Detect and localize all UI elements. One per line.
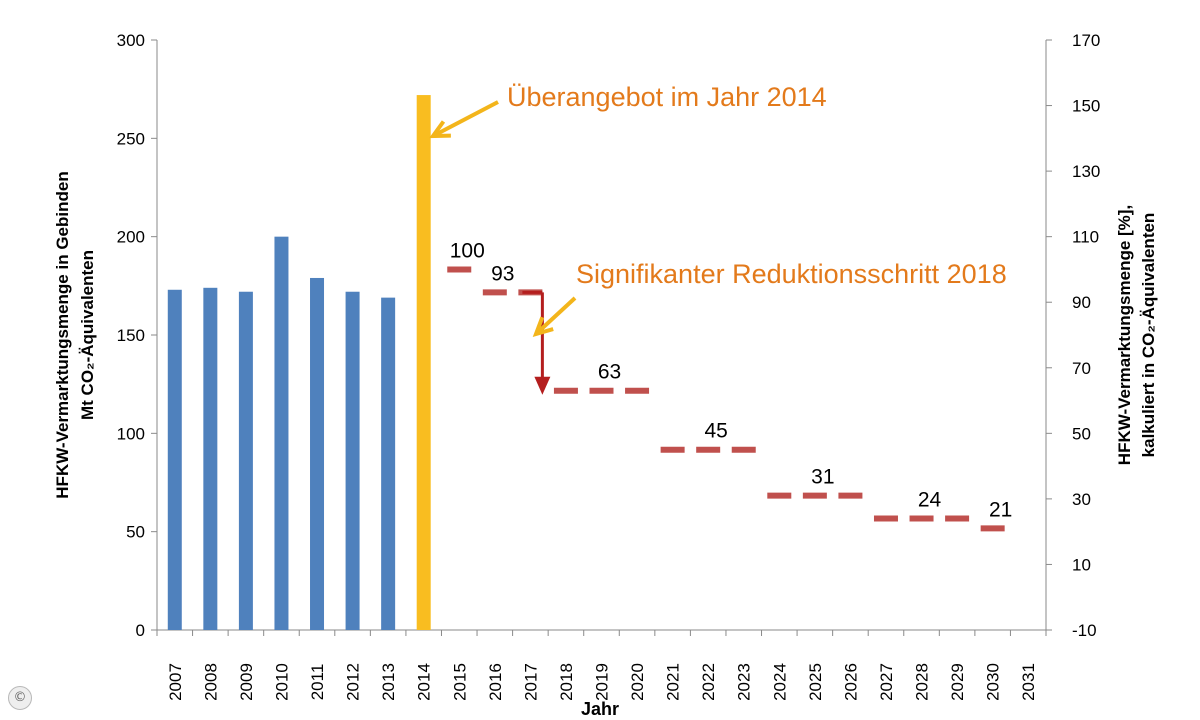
bar (310, 277, 325, 630)
y-left-tick-label: 250 (117, 129, 145, 148)
bar (238, 291, 253, 630)
y-right-tick-label: 50 (1072, 424, 1091, 443)
x-tick-label: 2025 (806, 663, 825, 701)
y-right-tick-label: 90 (1072, 293, 1091, 312)
x-tick-label: 2012 (344, 663, 363, 701)
x-axis-title: Jahr (581, 699, 619, 719)
data-label: 93 (491, 262, 514, 285)
annotation-pointer-2018-line (534, 296, 577, 336)
y-right-title-line1: HFKW-Vermarktungsmenge [%], (1115, 205, 1134, 465)
x-tick-label: 2011 (308, 664, 327, 701)
data-label: 31 (811, 466, 834, 489)
data-label: 24 (918, 489, 942, 512)
y-right-title-line2: kalkuliert in CO₂-Äquivalenten (1139, 213, 1158, 458)
x-tick-label: 2029 (948, 663, 967, 701)
data-label: 100 (450, 239, 485, 262)
x-tick-label: 2027 (877, 663, 896, 701)
data-label: 63 (598, 361, 621, 384)
annotation-pointer-2014-head (429, 120, 451, 139)
bar (203, 287, 218, 630)
x-tick-label: 2019 (593, 663, 612, 701)
y-left-tick-label: 100 (117, 424, 145, 443)
bar (345, 291, 360, 630)
y-right-tick-label: 70 (1072, 359, 1091, 378)
y-left-tick-label: 150 (117, 326, 145, 345)
x-tick-label: 2023 (735, 663, 754, 701)
y-left-tick-label: 0 (136, 621, 145, 640)
bar (167, 289, 182, 630)
data-label: 45 (705, 420, 728, 443)
x-tick-label: 2008 (201, 663, 220, 701)
x-tick-label: 2030 (984, 663, 1003, 701)
y-right-tick-label: 110 (1072, 228, 1099, 247)
x-tick-label: 2007 (166, 663, 185, 701)
x-tick-label: 2020 (628, 663, 647, 701)
y-right-tick-label: 10 (1072, 555, 1091, 574)
x-tick-label: 2013 (379, 663, 398, 701)
y-left-tick-label: 300 (117, 31, 145, 50)
x-tick-label: 2015 (450, 663, 469, 701)
x-tick-label: 2017 (521, 663, 540, 701)
y-right-tick-label: 130 (1072, 162, 1100, 181)
y-right-tick-label: 150 (1072, 97, 1100, 116)
x-tick-label: 2028 (913, 663, 932, 701)
y-right-tick-label: 170 (1072, 31, 1100, 50)
x-tick-label: 2010 (272, 663, 291, 701)
data-label: 21 (989, 498, 1012, 521)
reduction-arrow-head (534, 376, 551, 395)
bar (381, 297, 396, 630)
x-tick-label: 2024 (770, 663, 789, 701)
y-left-title-line1: HFKW-Vermarktungsmenge in Gebinden (53, 171, 72, 498)
x-tick-label: 2014 (415, 663, 434, 701)
x-tick-label: 2018 (557, 663, 576, 701)
bar-highlight-2014 (416, 95, 431, 631)
y-left-tick-label: 200 (117, 228, 145, 247)
annotation-reduction: Signifikanter Reduktionsschritt 2018 (576, 259, 1007, 289)
y-left-tick-label: 50 (126, 523, 145, 542)
x-tick-label: 2031 (1019, 663, 1038, 701)
bar (274, 236, 289, 630)
x-tick-label: 2021 (664, 663, 683, 701)
x-tick-label: 2026 (841, 663, 860, 701)
y-right-tick-label: -10 (1072, 621, 1097, 640)
annotation-pointer-2014-line (432, 100, 499, 138)
x-tick-label: 2022 (699, 663, 718, 701)
y-left-title-line2: Mt CO₂-Äquivalenten (78, 250, 97, 420)
x-tick-label: 2016 (486, 663, 505, 701)
x-tick-label: 2009 (237, 663, 256, 701)
annotation-oversupply: Überangebot im Jahr 2014 (507, 82, 827, 112)
annotation-pointer-2018-head (532, 316, 554, 338)
y-right-tick-label: 30 (1072, 490, 1091, 509)
copyright-icon: © (8, 686, 32, 710)
